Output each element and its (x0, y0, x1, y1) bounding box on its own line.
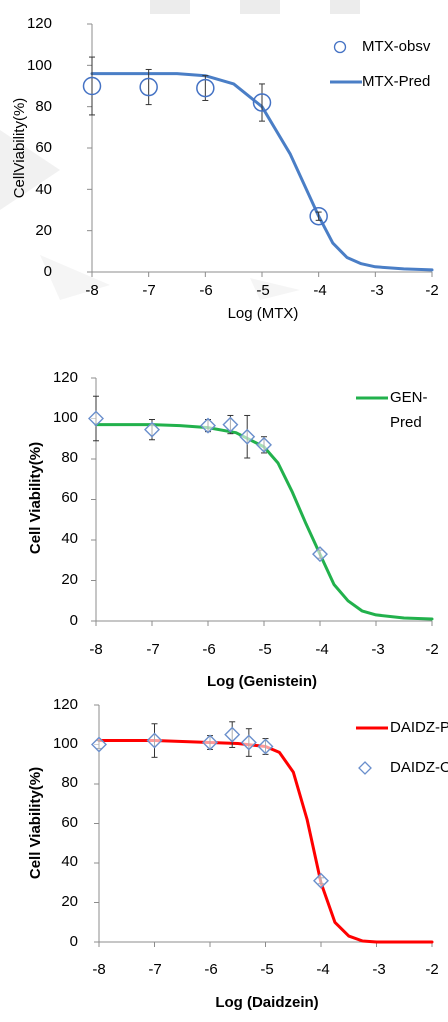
x-tick-label: -6 (199, 282, 212, 299)
y-tick-label: 80 (35, 98, 52, 115)
chart-genistein: 120 100 80 60 40 20 0 -8 -7 -6 -5 -4 -3 … (27, 369, 439, 690)
x-axis-label: Log (Daidzein) (215, 994, 318, 1011)
watermark-shapes (0, 0, 360, 300)
data-point (313, 872, 329, 889)
data-point (91, 736, 107, 753)
y-axis-label: Cell Viability(%) (27, 442, 44, 554)
y-tick-label: 80 (61, 774, 78, 791)
y-tick-label: 20 (61, 571, 78, 588)
x-tick-label: -5 (256, 282, 269, 299)
series-line (97, 739, 434, 944)
y-tick-label: 100 (53, 409, 78, 426)
x-tick-label: -2 (425, 961, 438, 978)
x-tick-label: -4 (313, 282, 326, 299)
x-tick-label: -2 (425, 282, 438, 299)
y-tick-label: 40 (61, 530, 78, 547)
data-point (88, 410, 104, 427)
x-tick-label: -5 (260, 961, 273, 978)
data-point (256, 436, 272, 453)
data-point (146, 732, 163, 749)
data-point (139, 77, 158, 97)
x-tick-label: -8 (85, 282, 98, 299)
y-tick-label: 40 (61, 853, 78, 870)
y-tick-label: 120 (53, 696, 78, 713)
x-tick-label: -4 (316, 961, 329, 978)
x-tick-label: -7 (142, 282, 155, 299)
y-tick-label: 60 (35, 139, 52, 156)
series-line (90, 72, 434, 272)
chart-mtx: 120 100 80 60 40 20 0 -8 -7 -6 -5 -4 -3 … (11, 15, 439, 322)
data-point (196, 78, 215, 98)
x-tick-label: -7 (148, 961, 161, 978)
y-tick-label: 120 (27, 15, 52, 32)
data-point (257, 738, 274, 755)
data-point (224, 726, 241, 743)
x-tick-label: -3 (372, 961, 385, 978)
legend-label: DAIDZ-Pred (390, 719, 448, 736)
series-line (94, 423, 434, 621)
legend-marker (333, 40, 347, 54)
x-axis-label: Log (MTX) (228, 305, 299, 322)
data-point (252, 93, 272, 112)
y-tick-label: 20 (35, 222, 52, 239)
data-point (144, 421, 160, 438)
x-tick-label: -4 (315, 641, 328, 658)
y-tick-label: 40 (35, 181, 52, 198)
data-point (312, 546, 328, 563)
data-point (200, 417, 216, 434)
x-tick-label: -5 (258, 641, 271, 658)
y-tick-label: 100 (53, 735, 78, 752)
y-tick-label: 0 (70, 612, 78, 629)
x-tick-label: -8 (89, 641, 102, 658)
y-tick-label: 0 (44, 263, 52, 280)
y-axis-label: CellViability(%) (11, 98, 28, 199)
x-tick-label: -6 (204, 961, 217, 978)
legend-label: MTX-obsv (362, 38, 431, 55)
x-tick-label: -2 (425, 641, 438, 658)
chart-daidzein: 120 100 80 60 40 20 0 -8 -7 -6 -5 -4 -3 … (27, 696, 448, 1011)
y-tick-label: 100 (27, 57, 52, 74)
y-tick-label: 60 (61, 489, 78, 506)
y-tick-label: 60 (61, 814, 78, 831)
data-point (222, 416, 239, 433)
y-tick-label: 80 (61, 449, 78, 466)
y-tick-label: 0 (70, 933, 78, 950)
legend-label: MTX-Pred (362, 73, 430, 90)
legend-label: DAIDZ-Obs (390, 759, 448, 776)
legend-label: Pred (390, 414, 422, 431)
legend-marker (358, 761, 372, 775)
data-point (309, 206, 328, 226)
y-tick-label: 20 (61, 893, 78, 910)
y-tick-label: 120 (53, 369, 78, 386)
x-tick-label: -7 (146, 641, 159, 658)
data-point (239, 428, 256, 445)
x-tick-label: -3 (370, 282, 383, 299)
x-tick-label: -6 (202, 641, 215, 658)
x-tick-label: -3 (371, 641, 384, 658)
data-point (82, 76, 102, 96)
y-axis-label: Cell Viability(%) (27, 767, 44, 879)
data-point (202, 734, 218, 751)
x-axis-label: Log (Genistein) (207, 673, 317, 690)
legend-label: GEN- (390, 389, 428, 406)
x-tick-label: -8 (92, 961, 105, 978)
data-point (240, 734, 257, 751)
